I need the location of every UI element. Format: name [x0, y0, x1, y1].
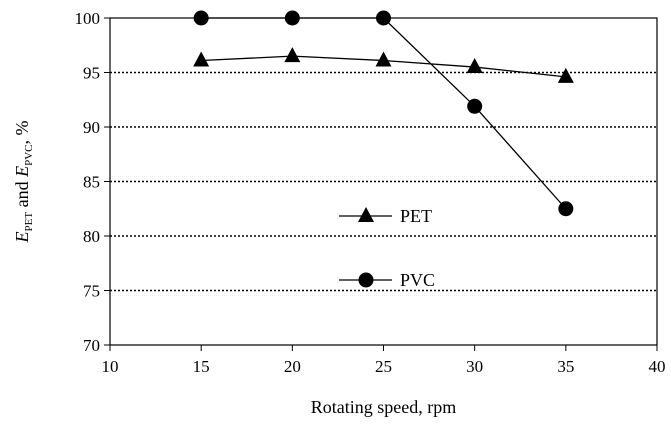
data-point-pet: [466, 58, 483, 74]
data-point-pet: [284, 47, 301, 63]
legend-label-pvc: PVC: [400, 270, 435, 290]
legend-label-pet: PET: [400, 206, 432, 226]
y-tick-label: 95: [83, 64, 100, 83]
y-title-e1: E: [12, 231, 32, 243]
x-axis-title: Rotating speed, rpm: [311, 397, 456, 417]
y-axis-title: EPET and EPVC, %: [12, 121, 35, 244]
data-point-pvc: [193, 10, 209, 26]
legend-marker-pvc: [358, 272, 374, 288]
axis-ticks: 70 75 80 85 90 95 100 10 15 20 25 30 35 40: [75, 9, 666, 376]
data-point-pvc: [467, 98, 483, 114]
x-tick-label: 40: [649, 357, 666, 376]
series-pet: [193, 47, 574, 83]
y-title-middle: and: [12, 177, 32, 212]
x-tick-label: 30: [466, 357, 483, 376]
legend-item-pet: PET: [339, 206, 432, 226]
y-title-suffix: , %: [12, 121, 32, 145]
legend-item-pvc: PVC: [339, 270, 435, 290]
x-tick-label: 35: [557, 357, 574, 376]
data-point-pvc: [558, 201, 574, 217]
x-tick-label: 15: [193, 357, 210, 376]
x-tick-label: 20: [284, 357, 301, 376]
y-tick-label: 90: [83, 118, 100, 137]
data-point-pet: [557, 67, 574, 83]
y-tick-label: 70: [83, 336, 100, 355]
y-tick-label: 80: [83, 227, 100, 246]
y-tick-label: 85: [83, 173, 100, 192]
x-tick-label: 10: [102, 357, 119, 376]
data-point-pet: [193, 51, 210, 67]
series-layer: [193, 10, 574, 217]
y-tick-label: 100: [75, 9, 101, 28]
data-point-pet: [375, 51, 392, 67]
legend: PET PVC: [339, 206, 435, 290]
y-title-e2: E: [12, 166, 32, 178]
series-pvc: [193, 10, 574, 217]
gridlines: [110, 71, 657, 292]
data-point-pvc: [376, 10, 391, 26]
legend-marker-pet: [358, 207, 374, 222]
data-point-pvc: [284, 10, 300, 26]
y-tick-label: 75: [83, 282, 100, 301]
x-tick-label: 25: [375, 357, 392, 376]
y-title-sub2: PVC: [23, 145, 35, 166]
y-title-sub1: PET: [23, 212, 35, 232]
